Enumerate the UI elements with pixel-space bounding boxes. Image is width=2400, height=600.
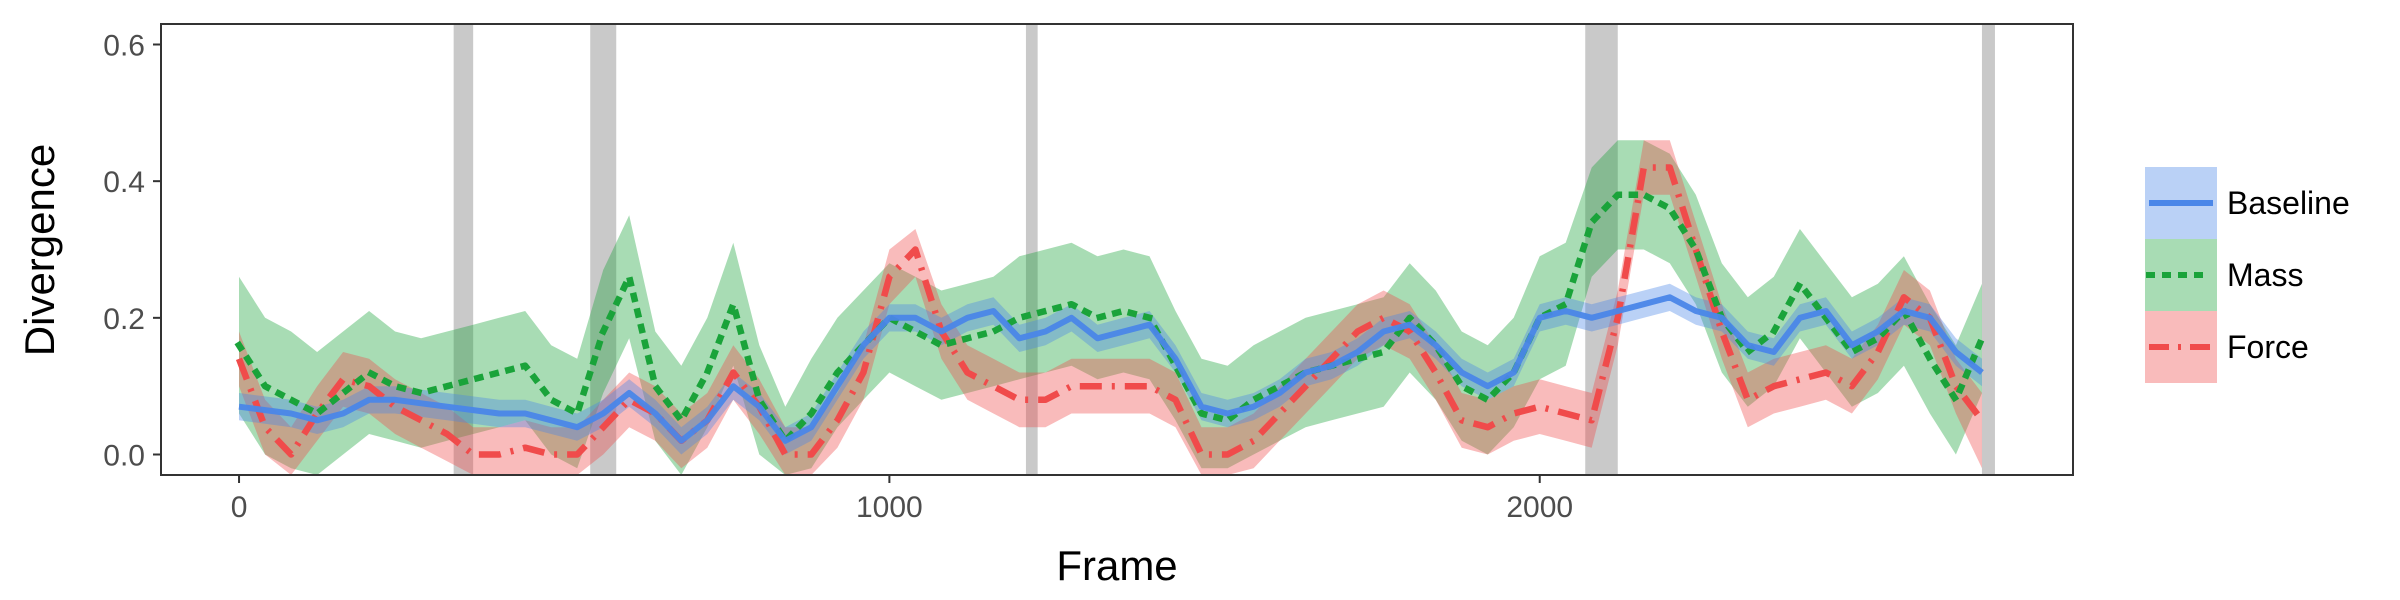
mass-confidence-band <box>239 140 1982 475</box>
highlight-band-1 <box>453 24 474 475</box>
x-axis: 0 1000 2000 <box>231 475 1573 524</box>
x-axis-title: Frame <box>1056 542 1177 589</box>
y-axis-title: Divergence <box>16 144 63 356</box>
y-tick-label: 0.6 <box>103 30 145 63</box>
y-tick-label: 0.0 <box>103 440 145 473</box>
highlight-band-3 <box>1025 24 1038 475</box>
legend-label-mass: Mass <box>2227 257 2303 293</box>
x-tick-label: 0 <box>231 491 248 524</box>
legend-item-mass: Mass <box>2145 239 2303 311</box>
force-confidence-band <box>239 140 1982 475</box>
mass-series-line <box>234 191 1987 445</box>
legend-item-force: Force <box>2145 311 2309 383</box>
baseline-confidence-band <box>239 283 1982 455</box>
plot-background <box>161 24 2073 475</box>
highlight-band-2 <box>590 24 617 475</box>
legend-item-baseline: Baseline <box>2145 167 2350 239</box>
highlight-band-4 <box>1585 24 1618 475</box>
baseline-series-line <box>238 294 1984 444</box>
highlight-band-5 <box>1981 24 1995 475</box>
plot-panel <box>160 23 2074 476</box>
legend-label-baseline: Baseline <box>2227 185 2350 221</box>
legend-label-force: Force <box>2227 329 2309 365</box>
y-axis: 0.0 0.2 0.4 0.6 <box>103 30 161 473</box>
y-tick-label: 0.4 <box>103 166 145 199</box>
x-tick-label: 1000 <box>856 491 923 524</box>
legend: Baseline Mass Force <box>2145 167 2350 383</box>
plot-border <box>160 23 2074 476</box>
force-series-line <box>235 164 1985 458</box>
y-tick-label: 0.2 <box>103 303 145 336</box>
x-tick-label: 2000 <box>1506 491 1573 524</box>
